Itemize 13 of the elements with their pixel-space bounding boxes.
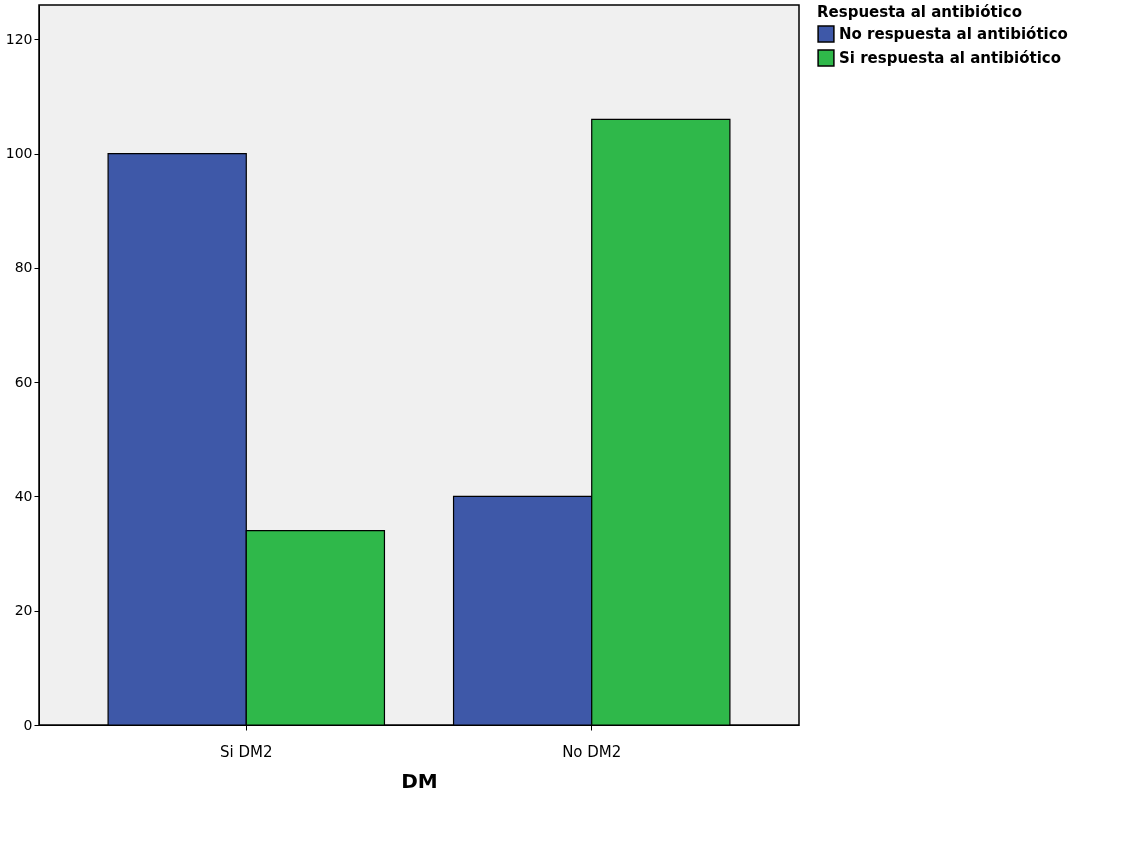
x-axis-title: DM xyxy=(401,768,438,793)
x-tick-label: No DM2 xyxy=(562,742,622,761)
y-tick-label: 100 xyxy=(5,145,33,162)
y-tick-label: 40 xyxy=(14,487,33,504)
legend-label: Si respuesta al antibiótico xyxy=(839,49,1061,67)
y-tick-label: 120 xyxy=(5,30,33,47)
y-tick-label: 0 xyxy=(23,716,33,733)
legend-label: No respuesta al antibiótico xyxy=(839,25,1068,43)
y-tick-label: 20 xyxy=(14,602,33,619)
y-tick-label: 80 xyxy=(14,259,33,276)
legend-title: Respuesta al antibiótico xyxy=(817,3,1022,21)
y-tick-label: 60 xyxy=(14,373,33,390)
x-tick-label: Si DM2 xyxy=(220,742,273,761)
